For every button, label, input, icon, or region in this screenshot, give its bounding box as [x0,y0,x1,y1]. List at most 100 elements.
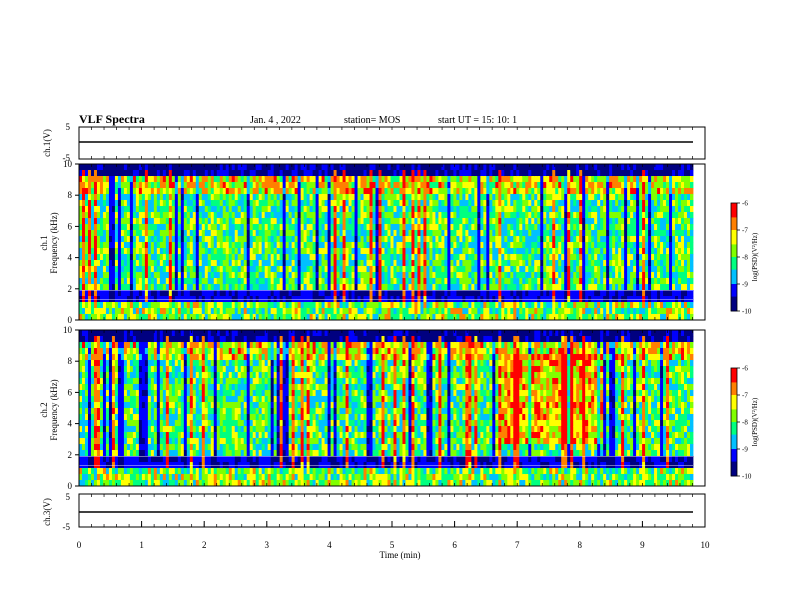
spectrogram-cell [387,272,391,279]
spectrogram-cell [351,308,355,315]
spectrogram-cell [357,170,361,177]
spectrogram-cell [294,242,299,249]
spectrogram-cell [150,284,155,291]
spectrogram-cell [516,290,520,297]
spectrogram-cell [594,290,598,297]
spectrogram-cell [315,260,320,267]
spectrogram-cell [93,170,98,177]
spectrogram-cell [279,206,284,213]
spectrogram-cell [189,212,194,219]
spectrogram-cell [504,164,508,171]
spectrogram-cell [189,176,194,183]
spectrogram-cell [390,218,394,225]
spectrogram-cell [237,284,242,291]
spectrogram-cell [561,278,565,285]
spectrogram-cell [429,284,433,291]
ch1-voltage-frame [78,126,706,160]
spectrogram-cell [150,176,155,183]
spectrogram-cell [276,188,281,195]
spectrogram-cell [171,266,176,273]
spectrogram-cell [348,242,352,249]
spectrogram-cell [429,278,433,285]
spectrogram-cell [417,260,421,267]
spectrogram-cell [474,230,478,237]
spectrogram-cell [258,200,263,207]
spectrogram-cell [96,212,101,219]
spectrogram-cell [486,188,490,195]
spectrogram-cell [255,218,260,225]
spectrogram-cell [222,278,227,285]
spectrogram-cell [372,290,376,297]
spectrogram-cell [213,290,218,297]
spectrogram-cell [300,212,305,219]
spectrogram-cell [405,194,409,201]
spectrogram-cell [288,230,293,237]
spectrogram-cell [360,212,364,219]
spectrogram-cell [477,212,481,219]
spectrogram-cell [534,230,538,237]
spectrogram-cell [144,284,149,291]
spectrogram-cell [381,182,385,189]
spectrogram-cell [492,254,496,261]
spectrogram-cell [228,290,233,297]
spectrogram-cell [330,296,334,303]
spectrogram-cell [504,308,508,315]
spectrogram-cell [585,290,589,297]
spectrogram-cell [82,236,86,243]
spectrogram-cell [84,242,89,249]
spectrogram-cell [450,314,454,321]
spectrogram-cell [360,284,364,291]
spectrogram-cell [588,302,592,309]
spectrogram-cell [204,266,209,273]
spectrogram-cell [276,302,281,309]
spectrogram-cell [504,224,508,231]
spectrogram-cell [96,266,101,273]
spectrogram-cell [234,296,239,303]
spectrogram-cell [234,224,239,231]
spectrogram-cell [306,206,311,213]
spectrogram-cell [198,230,203,237]
spectrogram-cell [612,236,616,243]
spectrogram-cell [522,248,526,255]
spectrogram-cell [621,272,625,279]
spectrogram-cell [306,266,311,273]
spectrogram-cell [507,266,511,273]
spectrogram-cell [609,242,613,249]
spectrogram-cell [600,278,604,285]
spectrogram-cell [213,260,218,267]
spectrogram-cell [79,164,83,171]
spectrogram-cell [291,164,296,171]
spectrogram-cell [186,308,191,315]
spectrogram-cell [342,200,346,207]
spectrogram-cell [471,230,475,237]
spectrogram-cell [588,200,592,207]
spectrogram-cell [117,194,122,201]
spectrogram-cell [555,164,559,171]
spectrogram-cell [108,290,113,297]
spectrogram-cell [282,302,287,309]
spectrogram-cell [87,224,92,231]
spectrogram-cell [342,176,346,183]
spectrogram-cell [435,200,439,207]
spectrogram-cell [525,248,529,255]
spectrogram-cell [489,266,493,273]
spectrogram-cell [123,188,128,195]
spectrogram-cell [642,254,646,261]
spectrogram-cell [288,296,293,303]
spectrogram-cell [555,260,559,267]
spectrogram-cell [174,188,179,195]
spectrogram-cell [264,296,269,303]
spectrogram-cell [474,170,478,177]
spectrogram-cell [213,200,218,207]
spectrogram-cell [252,236,257,243]
spectrogram-cell [420,302,424,309]
spectrogram-cell [444,224,448,231]
spectrogram-cell [600,266,604,273]
spectrogram-cell [600,230,604,237]
spectrogram-cell [549,176,553,183]
spectrogram-cell [345,170,349,177]
spectrogram-cell [132,254,137,261]
spectrogram-cell [456,242,460,249]
spectrogram-cell [486,170,490,177]
spectrogram-cell [474,272,478,279]
